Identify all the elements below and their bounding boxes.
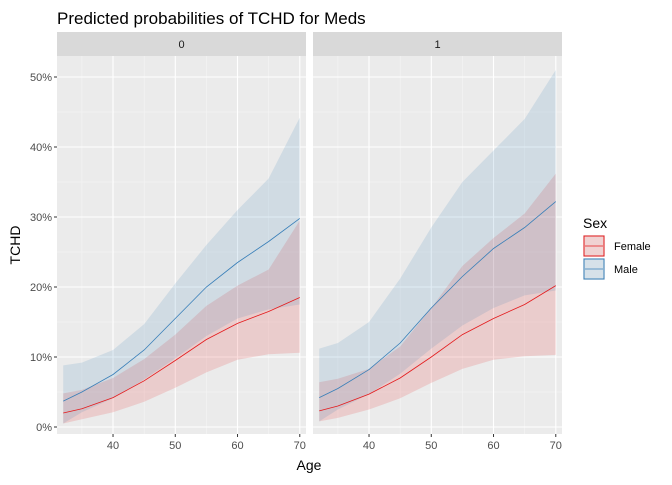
series-line-male <box>63 218 301 402</box>
x-axis-label: Age <box>297 457 322 473</box>
series-line-female <box>63 297 300 414</box>
facet-strip <box>313 32 562 56</box>
ribbon-male <box>63 117 300 424</box>
ribbon-male <box>319 70 556 422</box>
x-tick-label: 70 <box>550 440 562 452</box>
y-tick-label: 40% <box>30 142 52 154</box>
x-tick-label: 50 <box>425 440 437 452</box>
ribbon-female <box>63 220 300 424</box>
series-line-male <box>319 201 557 398</box>
legend-label-female: Female <box>614 241 651 253</box>
panel-background <box>313 56 562 434</box>
y-tick-label: 50% <box>30 72 52 84</box>
x-tick-label: 40 <box>107 440 119 452</box>
facet-panel-0: 0 40 50 60 70 <box>57 32 306 452</box>
ribbon-female <box>319 173 556 422</box>
y-axis-ticks: 0% 10% 20% 30% 40% 50% <box>30 72 57 434</box>
x-tick-label: 70 <box>294 440 306 452</box>
x-tick-label: 40 <box>363 440 375 452</box>
x-tick-label: 60 <box>487 440 499 452</box>
facet-strip-label: 1 <box>434 39 440 51</box>
legend-label-male: Male <box>614 264 638 276</box>
panel-background <box>57 56 306 434</box>
facet-strip <box>57 32 306 56</box>
facet-strip-label: 0 <box>178 39 184 51</box>
x-tick-label: 60 <box>231 440 243 452</box>
y-tick-label: 0% <box>36 422 52 434</box>
y-axis-label: TCHD <box>7 226 23 265</box>
y-tick-label: 20% <box>30 282 52 294</box>
facet-panel-1: 1 40 50 60 70 <box>313 32 562 452</box>
legend: Sex Female Male <box>583 215 651 280</box>
y-tick-label: 30% <box>30 212 52 224</box>
y-tick-label: 10% <box>30 352 52 364</box>
legend-title: Sex <box>583 215 607 231</box>
x-tick-label: 50 <box>169 440 181 452</box>
facet-panels: 0 40 50 60 70 1 40 50 60 70 <box>57 32 562 452</box>
chart-title: Predicted probabilities of TCHD for Meds <box>57 9 366 28</box>
series-line-female <box>319 285 556 412</box>
